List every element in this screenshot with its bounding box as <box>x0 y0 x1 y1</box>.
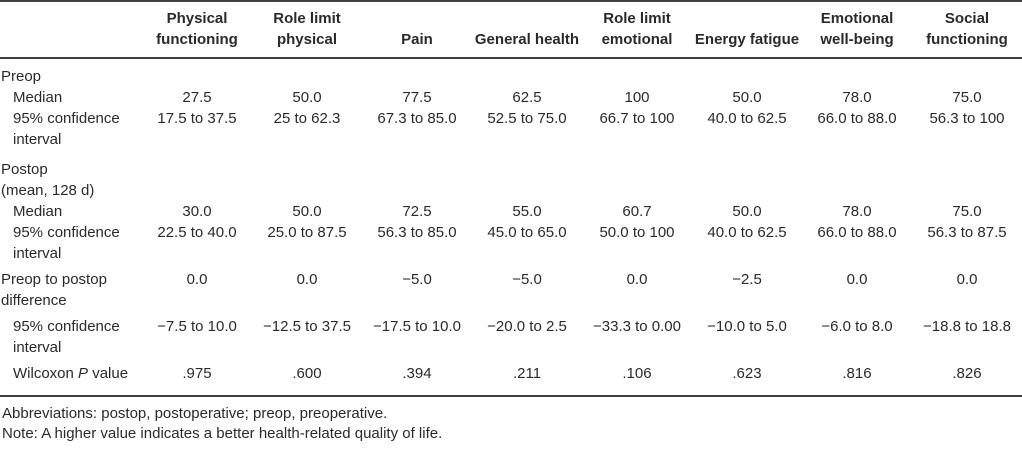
wilcoxon-label-prefix: Wilcoxon <box>13 365 79 382</box>
value-cell: 50.0 <box>292 89 322 106</box>
value-cell: .600 <box>292 365 322 382</box>
value-cell: −5.0 <box>402 271 432 288</box>
row-preop-ci: 95% confidence interval 17.5 to 37.5 25 … <box>0 108 1022 150</box>
value-cell: 25 to 62.3 <box>273 110 341 127</box>
column-header: Physical functioning <box>142 1 252 59</box>
section-row-preop: Preop <box>0 58 1022 87</box>
section-row-postop: Postop (mean, 128 d) <box>0 150 1022 201</box>
section-label-line: (mean, 128 d) <box>1 182 95 199</box>
value-cell: .816 <box>842 365 872 382</box>
column-header: General health <box>472 1 582 59</box>
value-cell: −12.5 to 37.5 <box>263 318 351 335</box>
value-cell: 52.5 to 75.0 <box>487 110 567 127</box>
row-label: Preop to postop difference <box>1 271 107 309</box>
value-cell: −2.5 <box>732 271 762 288</box>
table-footnotes: Abbreviations: postop, postoperative; pr… <box>0 397 1022 444</box>
row-label: Median <box>13 89 63 106</box>
value-cell: 0.0 <box>186 271 208 288</box>
column-header: Emotional well-being <box>802 1 912 59</box>
row-postop-median: Median 30.0 50.0 72.5 55.0 60.7 50.0 78.… <box>0 201 1022 222</box>
row-preop-median: Median 27.5 50.0 77.5 62.5 100 50.0 78.0… <box>0 87 1022 108</box>
value-cell: 66.7 to 100 <box>599 110 675 127</box>
value-cell: 72.5 <box>402 203 432 220</box>
value-cell: 56.3 to 100 <box>929 110 1005 127</box>
row-label-column-header <box>0 1 142 59</box>
value-cell: 0.0 <box>956 271 978 288</box>
column-header: Social functioning <box>912 1 1022 59</box>
row-label: Median <box>13 203 63 220</box>
value-cell: −5.0 <box>512 271 542 288</box>
value-cell: .975 <box>182 365 212 382</box>
value-cell: 100 <box>624 89 650 106</box>
quality-of-life-table: Physical functioning Role limit physical… <box>0 0 1022 397</box>
row-postop-ci: 95% confidence interval 22.5 to 40.0 25.… <box>0 222 1022 264</box>
value-cell: 50.0 <box>292 203 322 220</box>
column-header: Pain <box>362 1 472 59</box>
value-cell: 75.0 <box>952 203 982 220</box>
value-cell: 50.0 <box>732 203 762 220</box>
value-cell: 78.0 <box>842 203 872 220</box>
header-row: Physical functioning Role limit physical… <box>0 1 1022 59</box>
value-cell: −33.3 to 0.00 <box>593 318 681 335</box>
section-label-line: Postop <box>1 161 48 178</box>
value-cell: 50.0 <box>732 89 762 106</box>
value-cell: −7.5 to 10.0 <box>157 318 237 335</box>
section-label-preop: Preop <box>1 68 42 85</box>
value-cell: 25.0 to 87.5 <box>267 224 347 241</box>
value-cell: 56.3 to 85.0 <box>377 224 457 241</box>
value-cell: 60.7 <box>622 203 652 220</box>
value-cell: 40.0 to 62.5 <box>707 224 787 241</box>
wilcoxon-label-suffix: value <box>88 365 129 382</box>
value-cell: −18.8 to 18.8 <box>923 318 1011 335</box>
value-cell: .394 <box>402 365 432 382</box>
value-cell: .826 <box>952 365 982 382</box>
value-cell: 77.5 <box>402 89 432 106</box>
value-cell: .211 <box>512 365 542 382</box>
value-cell: 78.0 <box>842 89 872 106</box>
row-label: 95% confidence interval <box>13 110 120 148</box>
row-preop-to-postop-difference: Preop to postop difference 0.0 0.0 −5.0 … <box>0 264 1022 311</box>
value-cell: 22.5 to 40.0 <box>157 224 237 241</box>
value-cell: −10.0 to 5.0 <box>707 318 787 335</box>
value-cell: 17.5 to 37.5 <box>157 110 237 127</box>
value-cell: 27.5 <box>182 89 212 106</box>
value-cell: −20.0 to 2.5 <box>487 318 567 335</box>
value-cell: 0.0 <box>626 271 648 288</box>
row-wilcoxon-p-value: Wilcoxon P value .975 .600 .394 .211 .10… <box>0 358 1022 396</box>
column-header: Role limit physical <box>252 1 362 59</box>
value-cell: −6.0 to 8.0 <box>821 318 893 335</box>
value-cell: 0.0 <box>846 271 868 288</box>
abbreviations-note: Abbreviations: postop, postoperative; pr… <box>2 405 388 422</box>
value-cell: 50.0 to 100 <box>599 224 675 241</box>
row-difference-ci: 95% confidence interval −7.5 to 10.0 −12… <box>0 311 1022 358</box>
value-cell: 30.0 <box>182 203 212 220</box>
column-header: Energy fatigue <box>692 1 802 59</box>
value-cell: 66.0 to 88.0 <box>817 110 897 127</box>
value-cell: 75.0 <box>952 89 982 106</box>
value-cell: 62.5 <box>512 89 542 106</box>
higher-value-note: Note: A higher value indicates a better … <box>2 425 443 442</box>
value-cell: 45.0 to 65.0 <box>487 224 567 241</box>
value-cell: 40.0 to 62.5 <box>707 110 787 127</box>
value-cell: .623 <box>732 365 762 382</box>
section-label-postop: Postop (mean, 128 d) <box>0 150 142 201</box>
value-cell: .106 <box>622 365 652 382</box>
column-header: Role limit emotional <box>582 1 692 59</box>
wilcoxon-label-p: P <box>78 365 89 382</box>
value-cell: −17.5 to 10.0 <box>373 318 461 335</box>
value-cell: 55.0 <box>512 203 542 220</box>
value-cell: 67.3 to 85.0 <box>377 110 457 127</box>
value-cell: 0.0 <box>296 271 318 288</box>
row-label: 95% confidence interval <box>13 318 120 356</box>
row-label: 95% confidence interval <box>13 224 120 262</box>
value-cell: 56.3 to 87.5 <box>927 224 1007 241</box>
value-cell: 66.0 to 88.0 <box>817 224 897 241</box>
row-label: Wilcoxon P value <box>0 358 142 396</box>
